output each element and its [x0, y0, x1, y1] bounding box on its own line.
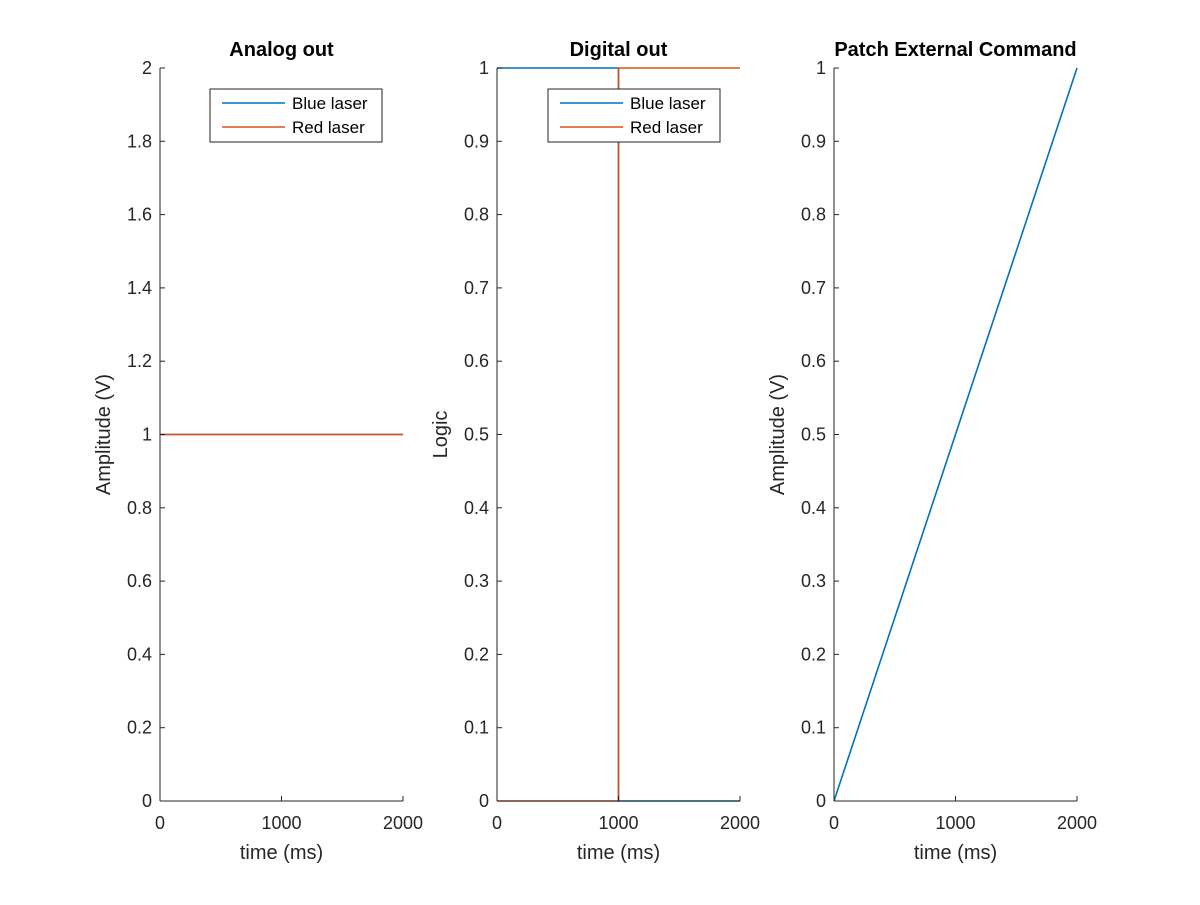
chart-title: Digital out — [570, 39, 668, 61]
x-tick-label: 0 — [492, 813, 502, 833]
y-tick-label: 1.2 — [127, 351, 152, 371]
y-axis-label: Amplitude (V) — [93, 374, 115, 495]
series-line-data-1 — [833, 67, 1078, 802]
legend: Blue laser Red laser — [547, 88, 721, 143]
y-tick-label: 0.8 — [127, 498, 152, 518]
y-tick-label: 0.2 — [127, 718, 152, 738]
y-tick-label: 2 — [142, 58, 152, 78]
legend-entry-label: Blue laser — [630, 94, 706, 113]
x-axis-label: time (ms) — [240, 842, 323, 864]
x-tick-label: 2000 — [1057, 813, 1097, 833]
legend-entry-label: Red laser — [292, 118, 365, 137]
y-tick-label: 0 — [816, 791, 826, 811]
x-tick-label: 2000 — [383, 813, 423, 833]
x-tick-label: 0 — [829, 813, 839, 833]
y-tick-label: 0 — [479, 791, 489, 811]
y-tick-label: 0.4 — [127, 644, 152, 664]
series-line-red-laser — [497, 67, 740, 802]
y-tick-label: 0.1 — [801, 718, 826, 738]
chart-title: Analog out — [229, 39, 334, 61]
x-tick-label: 1000 — [598, 813, 638, 833]
y-tick-label: 1 — [142, 425, 152, 445]
y-tick-label: 1 — [479, 58, 489, 78]
legend-box — [209, 88, 383, 143]
x-tick-label: 1000 — [261, 813, 301, 833]
legend-entry-label: Blue laser — [292, 94, 368, 113]
subplot-3: 0 0.1 0.2 0.3 0.4 0.5 0.6 0.7 0.8 0.9 1 0 1000 2000 Pa… — [767, 39, 1097, 864]
x-tick-label: 2000 — [720, 813, 760, 833]
y-tick-label: 0.9 — [801, 131, 826, 151]
y-tick-label: 0.8 — [464, 205, 489, 225]
y-tick-label: 1.4 — [127, 278, 152, 298]
y-tick-label: 0.6 — [127, 571, 152, 591]
chart-title: Patch External Command — [834, 39, 1076, 61]
x-axis-label: time (ms) — [914, 842, 997, 864]
y-tick-label: 0.3 — [801, 571, 826, 591]
legend-box — [547, 88, 721, 143]
subplot-2: 0 0.1 0.2 0.3 0.4 0.5 0.6 0.7 0.8 0.9 1 0 1000 2000 Di… — [430, 39, 760, 864]
y-tick-label: 0.7 — [801, 278, 826, 298]
y-tick-label: 0.6 — [464, 351, 489, 371]
y-tick-label: 0.4 — [464, 498, 489, 518]
y-tick-label: 0.6 — [801, 351, 826, 371]
y-tick-label: 0.3 — [464, 571, 489, 591]
y-tick-label: 0.9 — [464, 131, 489, 151]
legend: Blue laser Red laser — [209, 88, 383, 143]
y-tick-label: 0.4 — [801, 498, 826, 518]
y-tick-label: 0.8 — [801, 205, 826, 225]
y-axis-label: Logic — [430, 411, 452, 459]
y-tick-label: 0.7 — [464, 278, 489, 298]
x-tick-label: 0 — [155, 813, 165, 833]
y-axis-label: Amplitude (V) — [767, 374, 789, 495]
y-tick-label: 1.8 — [127, 131, 152, 151]
x-tick-label: 1000 — [935, 813, 975, 833]
subplot-1: 0 0.2 0.4 0.6 0.8 1 1.2 1.4 1.6 1.8 2 0 1000 2000 Anal… — [93, 39, 423, 864]
y-tick-label: 1 — [816, 58, 826, 78]
y-tick-label: 0.2 — [464, 644, 489, 664]
y-tick-label: 0.5 — [801, 425, 826, 445]
y-tick-label: 0.2 — [801, 644, 826, 664]
x-axis-label: time (ms) — [577, 842, 660, 864]
y-tick-label: 0 — [142, 791, 152, 811]
legend-entry-label: Red laser — [630, 118, 703, 137]
y-tick-label: 0.5 — [464, 425, 489, 445]
y-tick-label: 1.6 — [127, 205, 152, 225]
y-tick-label: 0.1 — [464, 718, 489, 738]
